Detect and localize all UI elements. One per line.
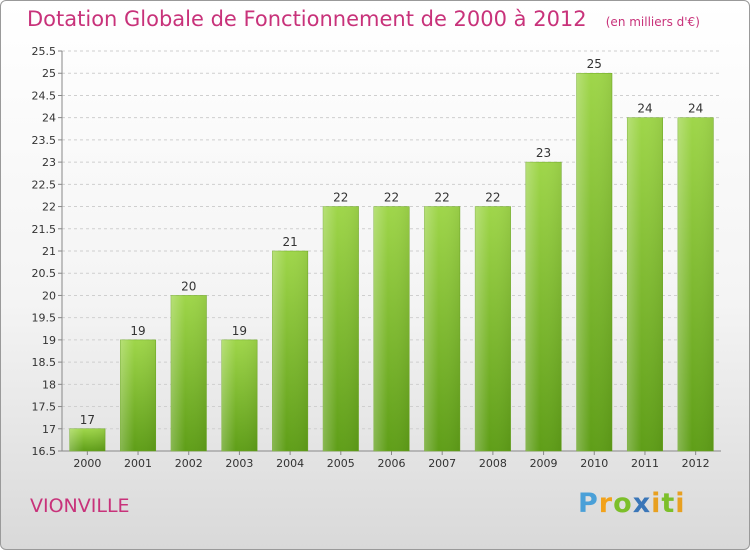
chart-title: Dotation Globale de Fonctionnement de 20… xyxy=(27,7,587,31)
x-tick-label: 2003 xyxy=(225,457,253,470)
bar-shine-2004 xyxy=(272,251,308,451)
data-label: 22 xyxy=(435,191,450,205)
y-tick-label: 19.5 xyxy=(32,312,57,325)
y-tick-label: 23.5 xyxy=(32,134,57,147)
x-tick-label: 2004 xyxy=(276,457,304,470)
data-label: 22 xyxy=(333,191,348,205)
y-tick-label: 20.5 xyxy=(32,267,57,280)
data-label: 24 xyxy=(637,102,652,116)
y-tick-label: 21.5 xyxy=(32,223,57,236)
y-tick-label: 21 xyxy=(42,245,56,258)
bar-shine-2007 xyxy=(424,206,460,451)
x-tick-label: 2008 xyxy=(479,457,507,470)
x-tick-label: 2002 xyxy=(175,457,203,470)
bar-shine-2003 xyxy=(221,339,258,451)
x-tick-label: 2000 xyxy=(73,457,101,470)
x-tick-label: 2006 xyxy=(378,457,406,470)
x-tick-label: 2007 xyxy=(428,457,456,470)
proxiti-logo: Proxiti xyxy=(578,488,686,519)
y-tick-label: 22 xyxy=(42,201,56,214)
data-label: 22 xyxy=(384,191,399,205)
x-tick-label: 2012 xyxy=(682,457,710,470)
y-tick-label: 25 xyxy=(42,67,56,80)
y-tick-label: 17 xyxy=(42,423,56,436)
bar-shine-2012 xyxy=(677,117,714,452)
data-label: 21 xyxy=(282,235,297,249)
x-tick-label: 2010 xyxy=(580,457,608,470)
data-label: 24 xyxy=(688,102,703,116)
data-label: 19 xyxy=(232,324,247,338)
y-tick-label: 17.5 xyxy=(32,401,57,414)
y-tick-label: 24.5 xyxy=(32,89,57,102)
data-label: 25 xyxy=(587,57,602,71)
y-tick-label: 20 xyxy=(42,289,56,302)
data-label: 17 xyxy=(80,413,95,427)
chart-unit: (en milliers d'€) xyxy=(605,15,700,29)
bar-shine-2001 xyxy=(120,339,156,451)
bar-shine-2010 xyxy=(576,73,613,451)
data-label: 19 xyxy=(130,324,145,338)
bars: 17 19 20 19 21 22 22 22 22 23 25 24 24 xyxy=(69,57,714,452)
x-tick-label: 2009 xyxy=(530,457,558,470)
data-label: 23 xyxy=(536,146,551,160)
y-tick-label: 19 xyxy=(42,334,56,347)
data-label: 20 xyxy=(181,279,196,293)
commune-name: VIONVILLE xyxy=(30,495,130,517)
y-tick-label: 24 xyxy=(42,112,56,125)
x-tick-label: 2005 xyxy=(327,457,355,470)
y-tick-label: 23 xyxy=(42,156,56,169)
y-tick-label: 25.5 xyxy=(32,45,57,58)
bar-shine-2005 xyxy=(323,206,359,451)
bar-shine-2002 xyxy=(170,295,207,451)
y-tick-label: 16.5 xyxy=(32,445,57,458)
data-label: 22 xyxy=(485,191,500,205)
axes: 16.5 17 17.5 18 18.5 19 19.5 20 20.5 21 21.5 22 22.5… xyxy=(32,45,721,470)
x-tick-label: 2001 xyxy=(124,457,152,470)
bar-shine-2008 xyxy=(475,206,511,451)
bar-shine-2000 xyxy=(69,428,106,451)
y-tick-label: 22.5 xyxy=(32,178,57,191)
x-tick-label: 2011 xyxy=(631,457,659,470)
y-tick-label: 18 xyxy=(42,378,56,391)
chart-title-block: Dotation Globale de Fonctionnement de 20… xyxy=(27,7,700,31)
bar-shine-2006 xyxy=(373,206,410,451)
y-tick-label: 18.5 xyxy=(32,356,57,369)
bar-shine-2009 xyxy=(525,162,562,451)
bar-shine-2011 xyxy=(627,117,663,452)
